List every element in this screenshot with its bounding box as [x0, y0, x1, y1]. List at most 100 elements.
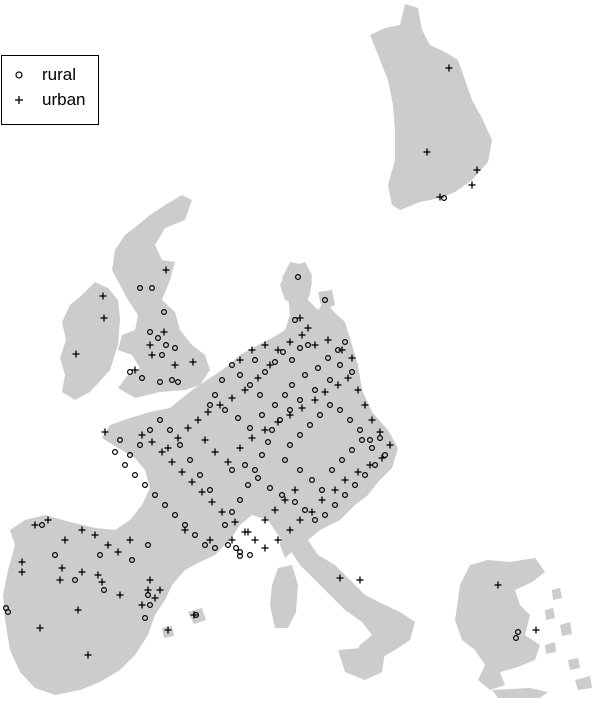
rural-site-marker: [332, 502, 339, 509]
rural-site-marker: [126, 452, 133, 459]
rural-site-marker: [147, 329, 154, 336]
urban-sites: [18, 64, 540, 659]
rural-site-marker: [233, 544, 240, 551]
land-ireland: [60, 282, 120, 400]
rural-site-marker: [292, 317, 299, 324]
urban-site-marker: [298, 331, 306, 339]
rural-site-marker: [259, 412, 266, 419]
land-masses: [3, 4, 592, 698]
urban-site-marker: [311, 341, 319, 349]
urban-site-marker: [254, 374, 262, 382]
urban-site-marker: [244, 528, 252, 536]
rural-site-marker: [121, 462, 128, 469]
rural-site-marker: [155, 335, 162, 342]
rural-site-marker: [111, 449, 118, 456]
rural-site-marker: [212, 544, 219, 551]
urban-site-marker: [261, 544, 269, 552]
rural-site-marker: [207, 402, 214, 409]
rural-site-marker: [319, 487, 326, 494]
rural-site-marker: [126, 369, 133, 376]
rural-site-marker: [282, 392, 289, 399]
urban-site-marker: [100, 314, 108, 322]
rural-site-marker: [349, 369, 356, 376]
urban-site-marker: [160, 328, 168, 336]
rural-site-marker: [159, 352, 166, 359]
land-aegean-island-1: [552, 588, 562, 600]
urban-site-marker: [231, 518, 239, 526]
rural-site-marker: [322, 511, 329, 518]
urban-site-marker: [148, 351, 156, 359]
rural-site-marker: [315, 365, 322, 372]
urban-site-marker: [338, 346, 346, 354]
rural-site-marker: [367, 437, 374, 444]
urban-site-marker: [211, 448, 219, 456]
rural-site-marker: [4, 608, 12, 615]
rural-site-marker: [377, 435, 384, 442]
rural-site-marker: [329, 467, 336, 474]
urban-site-marker: [436, 193, 444, 201]
urban-site-marker: [266, 361, 274, 369]
urban-site-marker: [94, 571, 102, 579]
legend-item-rural: rural: [2, 64, 98, 88]
rural-site-marker: [327, 402, 334, 409]
land-aegean-island-2: [545, 608, 555, 620]
rural-site-marker: [352, 482, 359, 489]
urban-site-marker: [218, 508, 226, 516]
urban-site-marker: [174, 434, 182, 442]
urban-site-marker: [201, 436, 209, 444]
urban-site-marker: [321, 388, 329, 396]
urban-site-marker: [99, 292, 107, 300]
urban-site-marker: [18, 568, 26, 576]
urban-site-marker: [138, 601, 146, 609]
rural-site-marker: [207, 487, 214, 494]
urban-site-marker: [146, 341, 154, 349]
urban-site-marker: [204, 408, 212, 416]
rural-site-marker: [297, 397, 304, 404]
rural-site-marker: [132, 472, 139, 479]
rural-site-marker: [269, 427, 276, 434]
urban-site-marker: [248, 346, 256, 354]
urban-site-marker: [58, 564, 66, 572]
urban-site-marker: [296, 516, 304, 524]
rural-site-marker: [157, 379, 164, 386]
land-sicily: [338, 648, 385, 680]
rural-site-marker: [312, 387, 319, 394]
rural-site-marker: [337, 407, 344, 414]
land-continent: [3, 262, 415, 695]
urban-site-marker: [194, 416, 202, 424]
rural-site-marker: [192, 531, 199, 538]
rural-site-marker: [147, 601, 154, 608]
rural-site-marker: [212, 392, 219, 399]
rural-site-marker: [247, 382, 254, 389]
rural-site-marker: [229, 509, 236, 516]
urban-site-marker: [164, 444, 172, 452]
plus-icon: [15, 96, 23, 104]
rural-site-marker: [222, 521, 229, 528]
rural-site-marker: [327, 377, 334, 384]
urban-site-marker: [198, 488, 206, 496]
rural-site-marker: [145, 541, 152, 548]
urban-site-marker: [298, 404, 306, 412]
rural-site-marker: [237, 552, 244, 559]
rural-site-marker: [369, 445, 376, 452]
land-denmark: [280, 262, 312, 305]
urban-site-marker: [168, 458, 176, 466]
land-greece: [455, 558, 545, 690]
rural-site-marker: [342, 492, 349, 499]
rural-site-marker: [161, 309, 168, 316]
rural-site-marker: [309, 477, 316, 484]
urban-site-marker: [78, 526, 86, 534]
rural-site-marker: [279, 492, 286, 499]
rural-site-marker: [272, 359, 279, 366]
urban-site-marker: [126, 536, 134, 544]
rural-site-marker: [339, 457, 346, 464]
urban-site-marker: [334, 381, 342, 389]
urban-site-marker: [361, 401, 369, 409]
rural-site-marker: [325, 355, 332, 362]
urban-site-marker: [376, 428, 384, 436]
rural-site-marker: [247, 551, 254, 558]
urban-site-marker: [189, 358, 197, 366]
rural-site-marker: [337, 362, 344, 369]
rural-site-marker: [514, 628, 521, 635]
rural-site-marker: [157, 417, 164, 424]
